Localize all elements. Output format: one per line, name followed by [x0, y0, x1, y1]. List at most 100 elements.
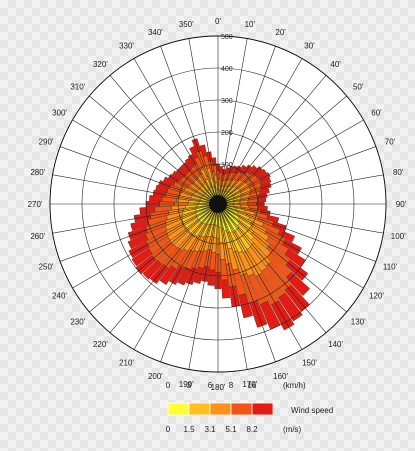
grid-spoke-240 — [72, 207, 212, 289]
direction-label-220: 220' — [93, 340, 108, 349]
petal-25-class-4 — [231, 165, 238, 174]
legend-ms-tick-3: 5.1 — [225, 425, 237, 434]
petal-185-class-4 — [207, 269, 216, 286]
grid-spoke-300 — [72, 119, 212, 201]
direction-label-90: 90' — [396, 200, 407, 209]
petal-215 — [159, 210, 214, 286]
legend-ms-unit: (m/s) — [283, 425, 302, 434]
petal-305 — [171, 170, 212, 200]
petal-95 — [225, 204, 268, 211]
petal-145-class-4 — [278, 292, 303, 322]
grid-spoke-150 — [221, 210, 303, 350]
radial-tick-300: 300 — [221, 98, 233, 105]
legend-swatch-2 — [209, 402, 232, 416]
petal-295 — [163, 176, 212, 202]
grid-spoke-260 — [52, 205, 211, 234]
direction-label-230: 230' — [70, 318, 85, 327]
legend-ms-ticks: 0 1.5 3.1 5.1 8.2 — [166, 425, 258, 434]
petal-285-class-4 — [155, 184, 169, 193]
center-hub — [209, 195, 227, 213]
petal-55-class-4 — [255, 168, 267, 179]
grid-spoke-40 — [222, 75, 327, 199]
petal-155 — [220, 210, 281, 330]
petal-45-class-4 — [247, 164, 258, 175]
petal-170 — [218, 211, 241, 308]
legend-kmh-tick-1: 3 — [187, 381, 192, 390]
petal-255-class-4 — [130, 219, 150, 231]
grid-spoke-330 — [133, 58, 215, 198]
direction-label-270: 270' — [28, 200, 43, 209]
direction-label-80: 80' — [393, 168, 404, 177]
petal-135 — [223, 209, 310, 296]
petal-85 — [225, 197, 267, 204]
petal-5-class-4 — [219, 166, 223, 174]
petal-265 — [139, 204, 211, 215]
petal-115-class-4 — [277, 229, 295, 243]
petal-205-class-4 — [177, 267, 191, 286]
legend-marker: - — [234, 407, 237, 416]
grid-spoke-80 — [225, 174, 384, 203]
petal-55 — [224, 168, 267, 200]
petal-175 — [218, 211, 231, 299]
direction-labels: 0' 10' 20' 30' 40' 50' 60' 70' 80' 90' 100' 110' 120… — [28, 17, 407, 392]
legend-ms-tick-4: 8.2 — [246, 425, 258, 434]
petal-135-class-4 — [285, 271, 310, 296]
direction-label-110: 110' — [383, 263, 398, 272]
grid-spoke-140 — [222, 209, 327, 333]
direction-label-100: 100' — [391, 232, 406, 241]
petal-235-class-4 — [131, 248, 153, 267]
polar-grid — [49, 35, 387, 373]
direction-label-10: 10' — [245, 20, 256, 29]
petal-255 — [130, 205, 211, 231]
grid-spoke-170 — [219, 211, 248, 370]
radial-tick-400: 400 — [221, 66, 233, 73]
petal-125 — [224, 208, 306, 268]
petal-245-class-4 — [127, 234, 149, 249]
petal-115 — [224, 206, 295, 243]
direction-label-180: 180' — [211, 383, 226, 392]
direction-label-200: 200' — [148, 372, 163, 381]
petal-35 — [222, 164, 247, 198]
petal-335 — [189, 146, 216, 198]
petal-225 — [142, 209, 213, 280]
petal-185 — [207, 211, 218, 286]
petal-45 — [223, 164, 258, 199]
grid-spoke-310 — [89, 95, 213, 200]
direction-label-350: 350' — [179, 20, 194, 29]
direction-label-40: 40' — [330, 60, 341, 69]
legend-ms-tick-0: 0 — [166, 425, 171, 434]
direction-label-300: 300' — [52, 109, 67, 118]
legend-swatch-0 — [167, 402, 190, 416]
petal-5 — [218, 166, 223, 197]
petal-195 — [193, 211, 217, 284]
grid-spoke-210 — [133, 210, 215, 350]
direction-label-290: 290' — [39, 137, 54, 146]
direction-label-50: 50' — [353, 82, 364, 91]
grid-spoke-320 — [109, 75, 214, 199]
direction-label-70: 70' — [385, 137, 396, 146]
grid-spoke-10 — [219, 38, 248, 197]
legend-kmh-tick-2: 6 — [208, 381, 213, 390]
petal-275 — [149, 195, 211, 204]
direction-label-280: 280' — [30, 168, 45, 177]
petal-225-class-4 — [142, 259, 163, 280]
radial-tick-200: 200 — [221, 130, 233, 137]
petal-75 — [225, 188, 270, 203]
grid-spoke-160 — [220, 211, 276, 362]
grid-spoke-120 — [224, 207, 364, 289]
direction-label-30: 30' — [304, 42, 315, 51]
grid-spoke-250 — [60, 206, 211, 262]
petal-105-class-4 — [266, 215, 280, 223]
direction-label-170: 170' — [242, 380, 257, 389]
radial-tick-100: 100 — [221, 162, 233, 169]
petal-65-class-4 — [259, 177, 272, 187]
grid-spoke-340 — [160, 46, 216, 197]
direction-label-140: 140' — [328, 340, 343, 349]
direction-label-240: 240' — [52, 292, 67, 301]
grid-spoke-200 — [160, 211, 216, 362]
legend-kmh-tick-4: 16 — [248, 381, 257, 390]
petal-85-class-4 — [257, 197, 267, 203]
petal-75-class-4 — [259, 188, 270, 195]
legend-swatch-1 — [188, 402, 211, 416]
